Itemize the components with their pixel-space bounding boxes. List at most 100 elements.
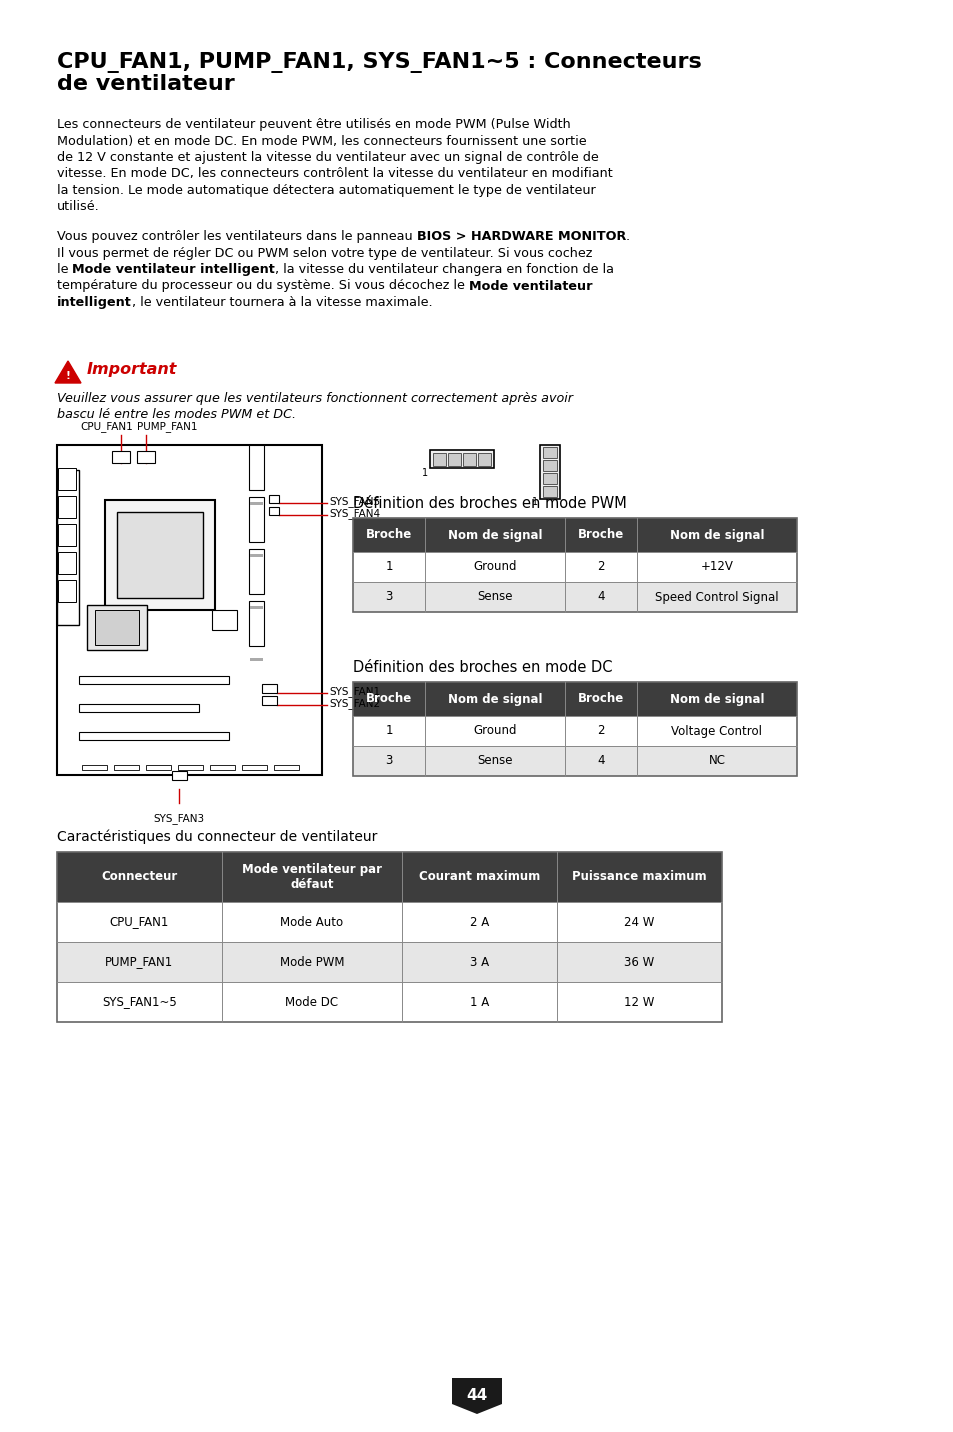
Text: PUMP_FAN1: PUMP_FAN1 xyxy=(105,955,173,968)
Bar xyxy=(57,902,721,942)
Text: Voltage Control: Voltage Control xyxy=(671,725,761,737)
Text: de 12 V constante et ajustent la vitesse du ventilateur avec un signal de contrô: de 12 V constante et ajustent la vitesse… xyxy=(57,150,598,165)
Bar xyxy=(146,765,171,770)
Bar xyxy=(57,942,721,982)
Text: la tension. Le mode automatique détectera automatiquement le type de ventilateur: la tension. Le mode automatique détecter… xyxy=(57,183,595,198)
Bar xyxy=(57,852,721,902)
Bar xyxy=(262,684,276,693)
Bar xyxy=(249,601,264,646)
Bar xyxy=(210,765,234,770)
Text: Les connecteurs de ventilateur peuvent être utilisés en mode PWM (Pulse Width: Les connecteurs de ventilateur peuvent ê… xyxy=(57,117,570,130)
Bar xyxy=(250,657,263,662)
Bar xyxy=(250,606,263,609)
Text: utilisé.: utilisé. xyxy=(57,200,100,213)
Text: SYS_FAN4: SYS_FAN4 xyxy=(329,508,379,520)
Text: Broche: Broche xyxy=(578,528,623,541)
Text: 1: 1 xyxy=(532,497,537,507)
Text: 3: 3 xyxy=(385,755,393,768)
Text: Speed Control Signal: Speed Control Signal xyxy=(655,590,778,603)
Bar xyxy=(57,852,721,1022)
Text: CPU_FAN1, PUMP_FAN1, SYS_FAN1~5 : Connecteurs: CPU_FAN1, PUMP_FAN1, SYS_FAN1~5 : Connec… xyxy=(57,52,701,73)
Text: CPU_FAN1: CPU_FAN1 xyxy=(110,915,169,928)
Text: 1: 1 xyxy=(385,725,393,737)
Text: Mode ventilateur: Mode ventilateur xyxy=(468,279,592,292)
Text: 3 A: 3 A xyxy=(470,955,489,968)
Bar xyxy=(57,982,721,1022)
Bar xyxy=(178,765,203,770)
Text: Ground: Ground xyxy=(473,725,517,737)
Bar xyxy=(137,451,154,463)
Text: Nom de signal: Nom de signal xyxy=(447,693,541,706)
Bar xyxy=(353,746,796,776)
Text: NC: NC xyxy=(708,755,724,768)
Bar xyxy=(172,770,187,780)
Bar xyxy=(57,470,79,624)
Bar xyxy=(262,696,276,705)
Text: Courant maximum: Courant maximum xyxy=(418,871,539,884)
Text: 12 W: 12 W xyxy=(623,995,654,1008)
Text: de ventilateur: de ventilateur xyxy=(57,74,234,95)
Bar xyxy=(113,765,139,770)
Bar xyxy=(477,453,491,465)
Bar xyxy=(58,495,76,518)
Bar xyxy=(433,453,446,465)
Bar xyxy=(58,551,76,574)
Bar xyxy=(542,460,557,471)
Bar xyxy=(462,453,476,465)
Text: SYS_FAN5: SYS_FAN5 xyxy=(329,497,379,507)
Bar xyxy=(353,518,796,611)
Bar xyxy=(542,473,557,484)
Text: .: . xyxy=(625,231,629,243)
Text: Mode Auto: Mode Auto xyxy=(280,915,343,928)
Bar xyxy=(249,497,264,541)
Text: SYS_FAN1: SYS_FAN1 xyxy=(329,686,379,697)
Bar xyxy=(82,765,107,770)
Text: 1: 1 xyxy=(421,468,428,478)
Bar xyxy=(353,551,796,581)
Text: , le ventilateur tournera à la vitesse maximale.: , le ventilateur tournera à la vitesse m… xyxy=(132,296,432,309)
Text: Nom de signal: Nom de signal xyxy=(669,528,763,541)
Text: , la vitesse du ventilateur changera en fonction de la: , la vitesse du ventilateur changera en … xyxy=(275,263,614,276)
Text: Sense: Sense xyxy=(476,755,512,768)
Text: Caractéristiques du connecteur de ventilateur: Caractéristiques du connecteur de ventil… xyxy=(57,831,377,845)
Bar xyxy=(117,513,203,599)
Bar xyxy=(95,610,139,644)
Text: 2 A: 2 A xyxy=(470,915,489,928)
Text: 4: 4 xyxy=(597,590,604,603)
Bar xyxy=(212,610,236,630)
Text: 2: 2 xyxy=(597,725,604,737)
Bar xyxy=(79,676,229,684)
Text: intelligent: intelligent xyxy=(57,296,132,309)
Bar xyxy=(353,581,796,611)
Bar xyxy=(249,445,264,490)
Text: Broche: Broche xyxy=(366,528,412,541)
Text: Définition des broches en mode DC: Définition des broches en mode DC xyxy=(353,660,612,674)
Text: Définition des broches en mode PWM: Définition des broches en mode PWM xyxy=(353,495,626,511)
Text: 36 W: 36 W xyxy=(623,955,654,968)
Bar xyxy=(430,450,494,468)
Bar xyxy=(112,451,130,463)
Bar xyxy=(542,485,557,497)
Text: Il vous permet de régler DC ou PWM selon votre type de ventilateur. Si vous coch: Il vous permet de régler DC ou PWM selon… xyxy=(57,246,592,259)
Text: 1: 1 xyxy=(385,560,393,573)
Polygon shape xyxy=(55,361,81,382)
Text: Veuillez vous assurer que les ventilateurs fonctionnent correctement après avoir: Veuillez vous assurer que les ventilateu… xyxy=(57,392,573,405)
Bar xyxy=(353,518,796,551)
Text: Modulation) et en mode DC. En mode PWM, les connecteurs fournissent une sortie: Modulation) et en mode DC. En mode PWM, … xyxy=(57,135,586,147)
Bar xyxy=(57,445,322,775)
Bar xyxy=(79,732,229,740)
Polygon shape xyxy=(452,1378,501,1413)
Text: Mode ventilateur intelligent: Mode ventilateur intelligent xyxy=(72,263,275,276)
Bar xyxy=(353,682,796,776)
Text: 1 A: 1 A xyxy=(470,995,489,1008)
Text: Mode ventilateur par
défaut: Mode ventilateur par défaut xyxy=(242,863,381,891)
Bar xyxy=(539,445,559,498)
Text: !: ! xyxy=(66,371,71,381)
Bar xyxy=(249,548,264,594)
Text: SYS_FAN3: SYS_FAN3 xyxy=(153,813,204,823)
Text: SYS_FAN2: SYS_FAN2 xyxy=(329,699,379,709)
Text: Puissance maximum: Puissance maximum xyxy=(572,871,706,884)
Bar xyxy=(250,503,263,505)
Text: le: le xyxy=(57,263,72,276)
Text: Nom de signal: Nom de signal xyxy=(669,693,763,706)
